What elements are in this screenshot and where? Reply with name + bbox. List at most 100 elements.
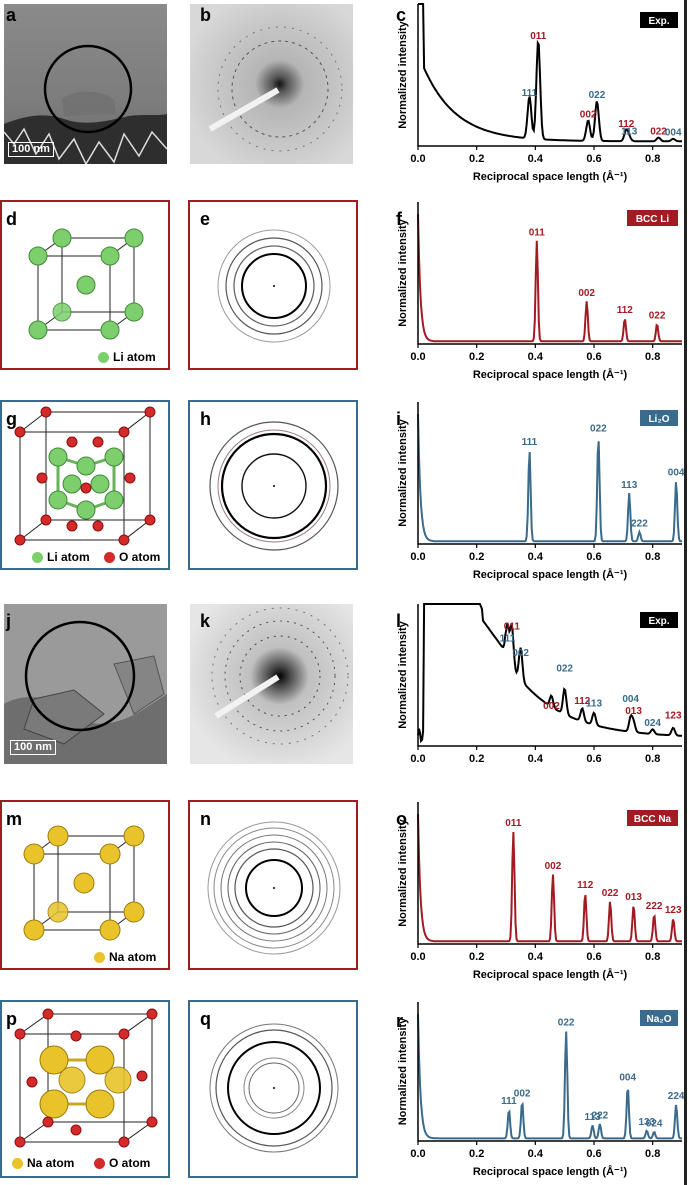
x-tick-label: 0.0 [410,1148,425,1160]
panel-letter-a: a [6,5,17,25]
x-tick-label: 0.2 [469,1148,484,1160]
x-tick-label: 0.8 [645,351,660,363]
x-tick-label: 0.2 [469,551,484,563]
peak-label: 112 [618,119,635,130]
legend-label: O atom [109,1156,151,1170]
peak-label: 123 [665,711,682,722]
peak-label: 011 [529,228,546,239]
chart-r: 0.0 0.2 0.4 0.6 0.8 Reciprocal space length (… [397,1002,684,1178]
peak-label: 004 [622,694,639,705]
series-line [417,603,682,744]
na-atom-swatch [94,951,105,963]
tem-image-a [4,4,167,164]
x-tick-label: 0.2 [469,351,484,363]
x-tick-label: 0.0 [410,551,425,563]
y-axis-label: Normalized intensity [397,620,409,728]
o-atom-swatch [104,551,115,563]
o-atom-swatch [94,1157,105,1169]
simulated-pattern-n [188,800,358,970]
peak-label: 011 [505,818,522,829]
y-axis-label: Normalized intensity [397,218,409,326]
y-axis-label: Normalized intensity [397,1017,409,1125]
peak-label: 024 [644,718,661,729]
peak-label: 004 [668,468,684,479]
panel-letter-n: n [200,809,211,829]
chart-f: 0.0 0.2 0.4 0.6 0.8 Reciprocal space length (… [397,202,682,381]
legend-o-atom-p: O atom [94,1156,150,1170]
crystal-structure-m: Na atom [0,800,170,970]
x-tick-label: 0.0 [410,951,425,963]
scale-bar-j: 100 nm [10,740,56,755]
legend-na-atom-m: Na atom [94,950,156,964]
x-axis-label: Reciprocal space length (Å⁻¹) [473,1165,628,1178]
peak-label: 111 [522,88,538,99]
peak-label: 024 [646,1118,663,1129]
tem-image-j [4,604,167,764]
x-tick-label: 0.2 [469,951,484,963]
x-tick-label: 0.4 [528,351,544,363]
legend-badge [640,12,678,28]
legend-badge [640,612,678,628]
series-line [417,413,682,543]
x-tick-label: 0.4 [528,1148,544,1160]
x-tick-label: 0.6 [586,551,601,563]
series-line [418,3,682,143]
legend-badge-label: BCC Na [634,814,672,825]
panel-letter-p: p [6,1009,17,1029]
peak-label: 113 [586,699,603,710]
x-tick-label: 0.0 [410,153,425,165]
diffraction-image-k [190,604,353,764]
peak-label: 002 [543,701,560,712]
panel-letter-g: g [6,409,17,429]
chart-c: 0.0 0.2 0.4 0.6 0.8 Reciprocal space length (… [397,3,682,183]
x-axis-label: Reciprocal space length (Å⁻¹) [473,368,628,381]
panel-letter-d: d [6,209,17,229]
peak-label: 222 [646,901,663,912]
panel-letter-l: l [396,611,402,631]
legend-badge [640,410,678,426]
legend-badge-label: BCC Li [636,214,670,225]
legend-li-atom-g: Li atom [32,550,90,564]
x-tick-label: 0.0 [410,351,425,363]
peak-label: 123 [665,905,682,916]
panel-letter-f: f [396,209,402,229]
legend-label: Li atom [113,350,156,364]
x-tick-label: 0.6 [586,753,601,765]
x-axis-label: Reciprocal space length (Å⁻¹) [473,170,628,183]
peak-label: 111 [500,634,516,645]
peak-label: 222 [592,1111,609,1122]
series-line [417,1013,682,1140]
peak-label: 013 [625,892,642,903]
simulated-pattern-e [188,200,358,370]
x-tick-label: 0.6 [586,1148,601,1160]
peak-label: 113 [621,126,638,137]
peak-label: 002 [545,861,562,872]
x-tick-label: 0.0 [410,753,425,765]
peak-label: 133 [638,1117,655,1128]
panel-letter-b: b [200,5,211,25]
peak-label: 112 [617,305,634,316]
x-tick-label: 0.8 [645,1148,660,1160]
x-tick-label: 0.2 [469,153,484,165]
peak-label: 011 [530,31,547,42]
simulated-pattern-h [188,400,358,570]
legend-badge [627,810,678,826]
x-tick-label: 0.4 [528,153,544,165]
x-axis-label: Reciprocal space length (Å⁻¹) [473,968,628,981]
chart-o: 0.0 0.2 0.4 0.6 0.8 Reciprocal space length (… [397,802,682,981]
peak-label: 011 [504,621,521,632]
peak-label: 022 [649,311,666,322]
panel-letter-e: e [200,209,211,229]
y-axis-label: Normalized intensity [397,418,409,526]
legend-o-atom-g: O atom [104,550,160,564]
peak-label: 002 [514,1088,531,1099]
legend-badge-label: Exp. [648,16,669,27]
peak-label: 113 [584,1112,601,1123]
x-axis-label: Reciprocal space length (Å⁻¹) [473,568,628,581]
x-tick-label: 0.4 [528,551,544,563]
panel-letter-k: k [200,611,211,631]
legend-label: Li atom [47,550,90,564]
peak-label: 222 [631,519,648,530]
panel-letter-m: m [6,809,23,829]
y-axis-label: Normalized intensity [397,818,409,926]
